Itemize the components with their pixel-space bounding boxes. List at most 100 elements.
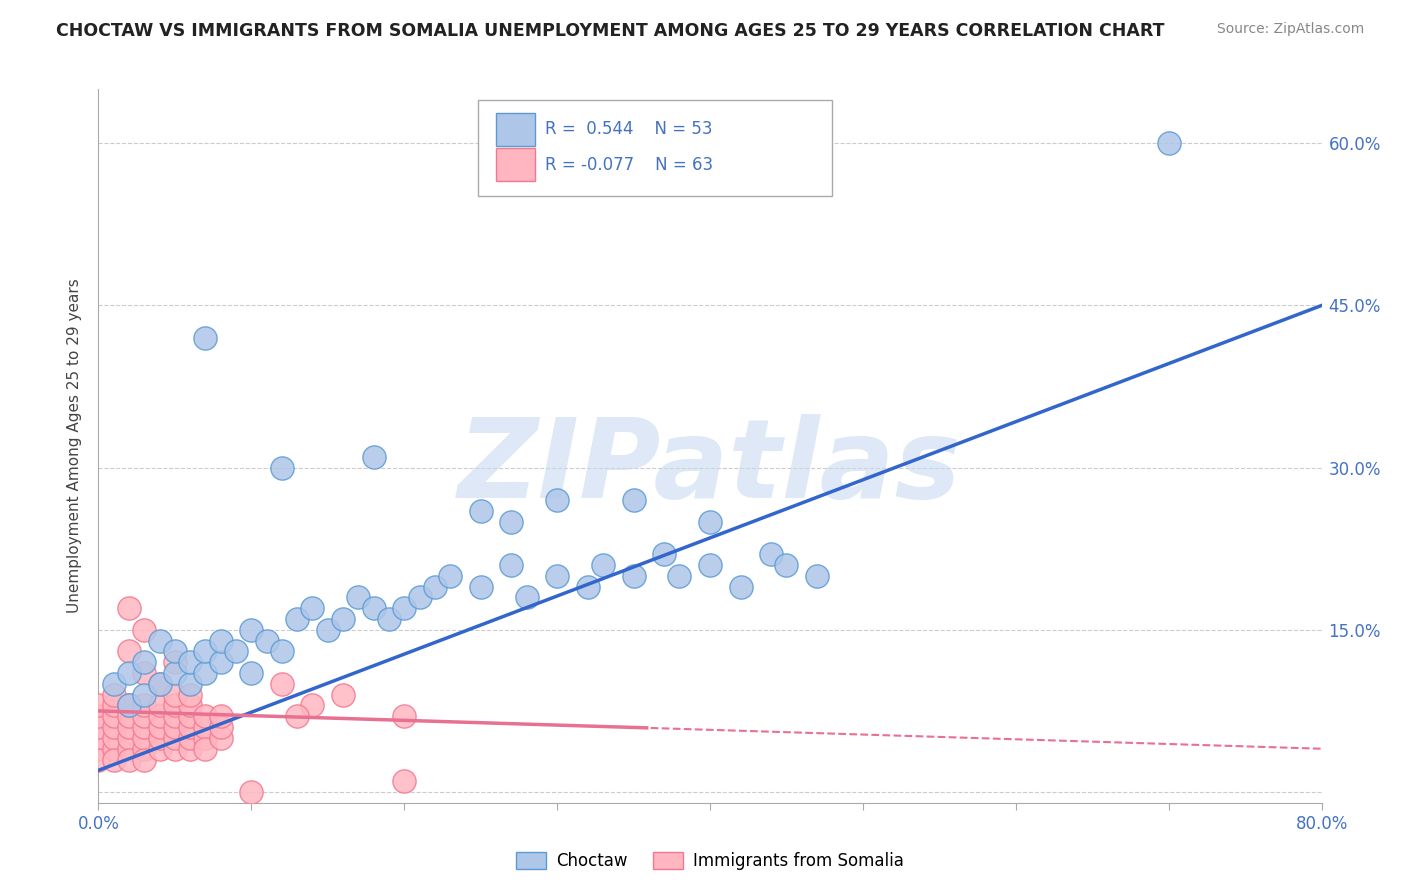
Point <box>149 709 172 723</box>
Point <box>87 720 110 734</box>
Point <box>179 709 201 723</box>
Point <box>194 731 217 745</box>
Point <box>163 741 186 756</box>
Point <box>347 591 370 605</box>
Point <box>759 547 782 561</box>
Point <box>163 644 186 658</box>
Point <box>134 666 156 681</box>
Point <box>285 612 308 626</box>
FancyBboxPatch shape <box>496 148 536 181</box>
Legend: Choctaw, Immigrants from Somalia: Choctaw, Immigrants from Somalia <box>510 845 910 877</box>
Point <box>546 493 568 508</box>
Point <box>149 720 172 734</box>
Point <box>179 720 201 734</box>
Point <box>668 568 690 582</box>
Point <box>316 623 339 637</box>
Point <box>209 633 232 648</box>
Point <box>546 568 568 582</box>
Point <box>179 698 201 713</box>
Point <box>194 741 217 756</box>
Point <box>775 558 797 572</box>
Point <box>163 688 186 702</box>
Point <box>423 580 446 594</box>
Point <box>209 720 232 734</box>
Point <box>118 731 141 745</box>
Point <box>134 688 156 702</box>
Point <box>118 644 141 658</box>
Point <box>439 568 461 582</box>
Point <box>209 731 232 745</box>
Point <box>179 655 201 669</box>
Point <box>149 731 172 745</box>
Text: R = -0.077    N = 63: R = -0.077 N = 63 <box>546 156 713 174</box>
Point <box>194 709 217 723</box>
FancyBboxPatch shape <box>478 100 832 196</box>
Point <box>149 677 172 691</box>
Point <box>194 331 217 345</box>
Point <box>87 741 110 756</box>
Point <box>163 655 186 669</box>
Point <box>378 612 401 626</box>
Point <box>576 580 599 594</box>
Point <box>363 450 385 464</box>
Point <box>332 688 354 702</box>
Point <box>240 623 263 637</box>
Point <box>163 720 186 734</box>
Point <box>118 753 141 767</box>
Point <box>332 612 354 626</box>
Point <box>134 698 156 713</box>
Point <box>163 731 186 745</box>
Point <box>179 688 201 702</box>
Point <box>118 666 141 681</box>
Point <box>285 709 308 723</box>
Point <box>592 558 614 572</box>
Point <box>118 720 141 734</box>
Point <box>103 720 125 734</box>
Point <box>103 688 125 702</box>
Point <box>270 460 292 475</box>
Point <box>194 666 217 681</box>
Point <box>209 709 232 723</box>
Point <box>194 644 217 658</box>
Point <box>149 677 172 691</box>
Text: CHOCTAW VS IMMIGRANTS FROM SOMALIA UNEMPLOYMENT AMONG AGES 25 TO 29 YEARS CORREL: CHOCTAW VS IMMIGRANTS FROM SOMALIA UNEMP… <box>56 22 1164 40</box>
Point <box>623 568 645 582</box>
Point <box>103 753 125 767</box>
Point <box>470 580 492 594</box>
Point <box>699 515 721 529</box>
Point <box>652 547 675 561</box>
Point <box>301 601 323 615</box>
Point <box>163 698 186 713</box>
Point <box>392 774 416 789</box>
Point <box>134 709 156 723</box>
Point <box>623 493 645 508</box>
Point <box>87 731 110 745</box>
Point <box>103 709 125 723</box>
Point <box>501 515 523 529</box>
Point <box>270 677 292 691</box>
Point <box>103 741 125 756</box>
Point <box>87 698 110 713</box>
Point <box>408 591 430 605</box>
Point <box>149 633 172 648</box>
Point <box>392 601 416 615</box>
Point <box>118 698 141 713</box>
Point <box>179 677 201 691</box>
Point <box>470 504 492 518</box>
Y-axis label: Unemployment Among Ages 25 to 29 years: Unemployment Among Ages 25 to 29 years <box>67 278 83 614</box>
Point <box>179 731 201 745</box>
Point <box>209 655 232 669</box>
Point <box>225 644 247 658</box>
Point <box>118 698 141 713</box>
Point <box>501 558 523 572</box>
Point <box>118 741 141 756</box>
Point <box>118 601 141 615</box>
Point <box>103 698 125 713</box>
Point <box>270 644 292 658</box>
Point <box>179 741 201 756</box>
Point <box>240 666 263 681</box>
Point <box>256 633 278 648</box>
Point <box>118 709 141 723</box>
Point <box>392 709 416 723</box>
Point <box>134 731 156 745</box>
